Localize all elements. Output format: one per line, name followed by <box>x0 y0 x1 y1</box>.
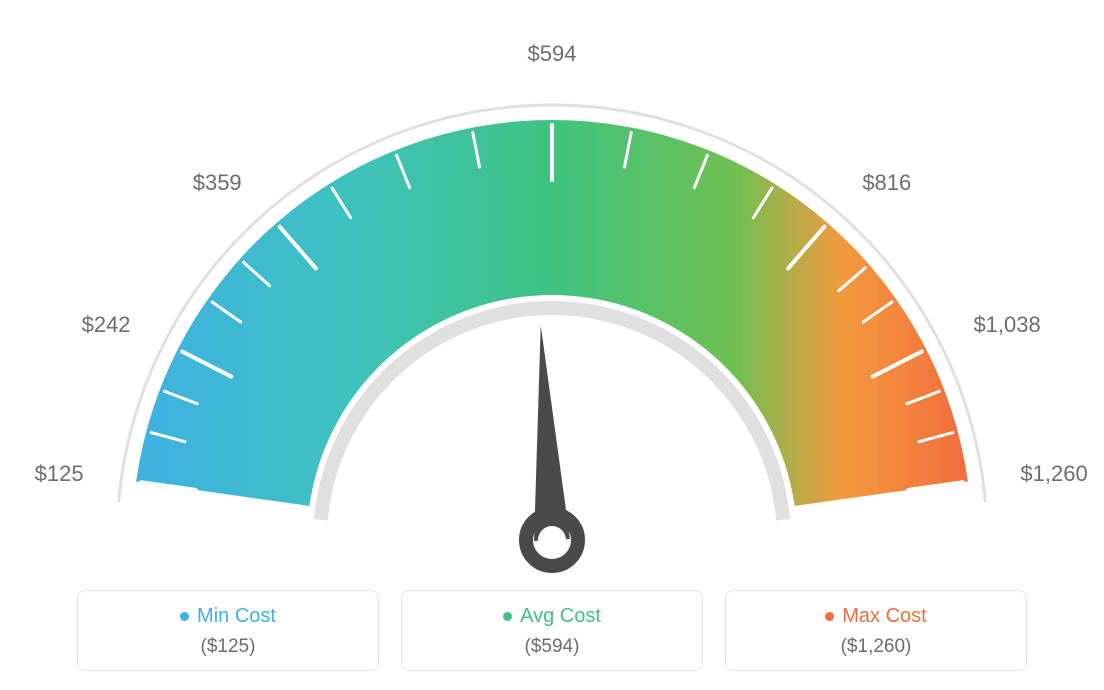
legend-title-max: Max Cost <box>825 605 926 628</box>
legend-card-max: Max Cost ($1,260) <box>725 590 1027 671</box>
legend-value-max: ($1,260) <box>726 636 1026 658</box>
gauge-tick-label: $242 <box>82 312 131 338</box>
legend-title-min: Min Cost <box>180 605 276 628</box>
legend-title-avg: Avg Cost <box>503 605 601 628</box>
legend-card-min: Min Cost ($125) <box>77 590 379 671</box>
legend-dot-max <box>825 612 834 621</box>
gauge-tick-label: $125 <box>35 461 84 487</box>
gauge-tick-label: $816 <box>862 170 911 196</box>
legend-card-avg: Avg Cost ($594) <box>401 590 703 671</box>
legend-value-min: ($125) <box>78 636 378 658</box>
gauge-tick-label: $359 <box>193 170 242 196</box>
legend-label-avg: Avg Cost <box>520 605 601 628</box>
legend-dot-avg <box>503 612 512 621</box>
gauge-tick-label: $594 <box>528 41 577 67</box>
gauge-tick-label: $1,260 <box>1020 461 1087 487</box>
legend-value-avg: ($594) <box>402 636 702 658</box>
legend-dot-min <box>180 612 189 621</box>
legend-row: Min Cost ($125) Avg Cost ($594) Max Cost… <box>52 590 1052 671</box>
cost-gauge: $125$242$359$594$816$1,038$1,260 <box>52 10 1052 580</box>
gauge-svg <box>52 10 1052 580</box>
gauge-tick-label: $1,038 <box>973 312 1040 338</box>
legend-label-min: Min Cost <box>197 605 276 628</box>
legend-label-max: Max Cost <box>842 605 926 628</box>
